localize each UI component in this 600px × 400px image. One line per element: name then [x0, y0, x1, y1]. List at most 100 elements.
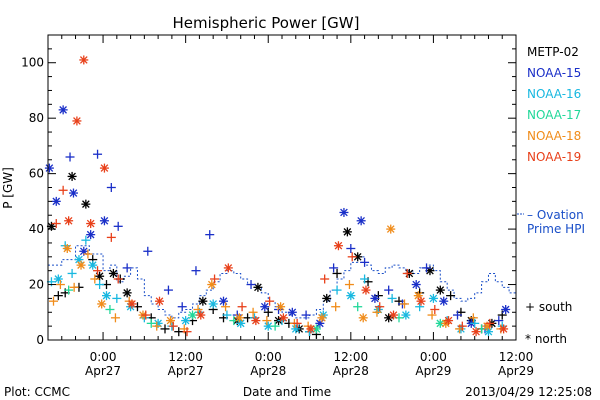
north-marker-noaa-18	[358, 313, 368, 323]
north-marker-noaa-16	[428, 293, 438, 303]
legend-noaa-15: NOAA-15	[527, 66, 581, 80]
south-marker-noaa-19	[93, 266, 103, 276]
south-marker-metp-02	[53, 291, 63, 301]
ovation-hpi-line	[48, 245, 517, 319]
north-marker-noaa-16	[88, 260, 98, 270]
south-marker-noaa-19	[292, 318, 302, 328]
north-marker-noaa-19	[86, 219, 96, 229]
legend-noaa-17: NOAA-17	[527, 108, 581, 122]
north-marker-metp-02	[108, 268, 118, 278]
north-marker-noaa-15	[68, 188, 78, 198]
north-marker-noaa-15	[287, 307, 297, 317]
x-tick-time-label: 12:00	[499, 350, 534, 364]
south-marker-noaa-15	[205, 230, 215, 240]
north-marker-noaa-19	[79, 55, 89, 65]
north-marker-noaa-15	[51, 196, 61, 206]
south-marker-noaa-19	[347, 252, 357, 262]
north-marker-metp-02	[67, 171, 77, 181]
north-marker-noaa-15	[86, 230, 96, 240]
south-marker-noaa-18	[221, 302, 231, 312]
south-marker-noaa-15	[346, 244, 356, 253]
south-marker-noaa-16	[415, 302, 425, 312]
x-tick-time-label: 0:00	[90, 350, 117, 364]
south-marker-noaa-19	[210, 274, 220, 284]
north-marker-noaa-16	[181, 316, 191, 326]
ovation-label-line1: – Ovation	[527, 208, 584, 222]
north-marker-noaa-15	[439, 296, 449, 306]
south-marker-noaa-16	[95, 280, 105, 290]
series-noaa-17	[64, 285, 487, 334]
south-marker-noaa-19	[430, 305, 440, 314]
footer-plot-label: Plot: CCMC	[4, 385, 70, 399]
series-noaa-19	[51, 55, 509, 337]
north-marker-noaa-19	[99, 163, 109, 173]
south-marker-noaa-19	[320, 274, 330, 284]
south-marker-noaa-19	[402, 268, 412, 278]
x-tick-date-label: Apr27	[85, 364, 121, 378]
north-marker-noaa-16	[53, 274, 63, 284]
north-marker-metp-02	[122, 288, 132, 298]
south-marker-noaa-17	[146, 318, 156, 328]
x-tick-time-label: 12:00	[334, 350, 369, 364]
north-marker-noaa-19	[499, 324, 509, 334]
north-marker-noaa-16	[236, 318, 246, 328]
series-noaa-15	[44, 105, 511, 334]
north-marker-noaa-19	[416, 296, 426, 306]
x-tick-date-label: Apr29	[415, 364, 451, 378]
x-axis-label: Date and Time	[243, 385, 331, 399]
south-marker-noaa-18	[55, 280, 65, 290]
south-marker-noaa-15	[301, 310, 311, 320]
north-marker-metp-02	[253, 282, 263, 292]
north-marker-noaa-18	[276, 302, 286, 312]
legend-noaa-16: NOAA-16	[527, 87, 581, 101]
y-tick-label: 20	[29, 278, 44, 292]
south-marker-noaa-15	[384, 285, 394, 295]
north-marker-noaa-15	[356, 216, 366, 226]
north-marker-noaa-15	[219, 296, 228, 306]
y-axis-label: P [GW]	[1, 167, 15, 209]
north-marker-metp-02	[435, 285, 445, 295]
y-tick-label: 60	[29, 167, 44, 181]
south-marker-metp-02	[174, 327, 184, 337]
south-marker-noaa-16	[332, 285, 342, 295]
south-marker-noaa-15	[360, 257, 370, 267]
south-marker-noaa-17	[105, 305, 115, 314]
x-tick-time-label: 12:00	[168, 350, 203, 364]
north-marker-noaa-15	[99, 216, 109, 226]
south-marker-metp-02	[446, 291, 456, 301]
south-marker-noaa-15	[177, 302, 187, 312]
south-marker-noaa-19	[265, 296, 275, 306]
marker-legend-south: + south	[525, 300, 572, 314]
south-marker-noaa-19	[457, 321, 467, 331]
south-marker-noaa-16	[67, 268, 77, 278]
legend-metp-02: METP-02	[527, 45, 579, 59]
south-marker-noaa-15	[113, 221, 123, 231]
south-marker-noaa-15	[93, 149, 103, 159]
marker-legend: + south * north	[525, 300, 572, 346]
north-marker-noaa-18	[97, 299, 107, 309]
ovation-label-line2: Prime HPI	[527, 222, 585, 236]
north-marker-metp-02	[342, 227, 352, 237]
south-marker-noaa-15	[143, 246, 153, 256]
y-tick-label: 40	[29, 222, 44, 236]
south-marker-noaa-16	[470, 318, 480, 328]
south-marker-noaa-18	[372, 307, 382, 317]
north-marker-noaa-19	[251, 316, 261, 326]
south-marker-noaa-15	[191, 266, 201, 276]
south-marker-noaa-17	[270, 321, 280, 331]
south-marker-noaa-18	[468, 313, 478, 323]
south-marker-noaa-18	[248, 307, 258, 317]
north-marker-noaa-16	[483, 327, 493, 337]
north-marker-metp-02	[81, 199, 91, 209]
south-marker-noaa-15	[106, 183, 116, 192]
south-marker-noaa-15	[65, 152, 75, 162]
legend: METP-02 NOAA-15 NOAA-16 NOAA-17 NOAA-18 NOAA-…	[527, 45, 581, 164]
north-marker-noaa-19	[388, 310, 398, 320]
south-marker-noaa-19	[168, 321, 178, 331]
north-marker-noaa-16	[208, 299, 218, 309]
south-marker-noaa-18	[344, 280, 354, 290]
north-marker-noaa-18	[76, 260, 86, 270]
legend-noaa-19: NOAA-19	[527, 150, 581, 164]
